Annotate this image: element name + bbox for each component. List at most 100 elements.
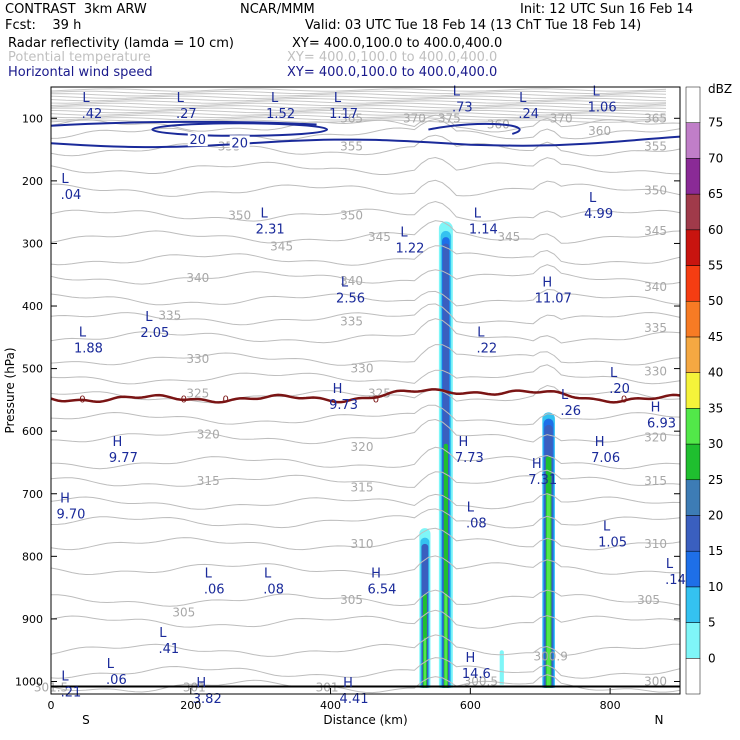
colorbar-label: 0	[708, 651, 716, 665]
extremum-type: H	[60, 491, 70, 506]
wind-contour-20	[428, 122, 521, 135]
theta-isentrope	[51, 589, 681, 607]
theta-isentrope	[50, 493, 681, 510]
field1-xy: XY= 400.0,100.0 to 400.0,400.0	[292, 36, 503, 51]
extremum-type: L	[177, 91, 185, 106]
extremum-value: 9.70	[57, 507, 86, 522]
extremum-value: 1.52	[266, 107, 295, 122]
extremum-value: 6.54	[368, 582, 397, 597]
extremum-type: H	[651, 401, 661, 416]
x-tick-label: 400	[320, 699, 341, 712]
theta-upper-line	[50, 114, 667, 119]
theta-label: 320	[644, 430, 667, 444]
colorbar-swatch	[685, 193, 701, 231]
reflectivity-echo	[499, 650, 504, 685]
theta-isentrope	[50, 288, 681, 307]
colorbar-label: 10	[708, 580, 723, 594]
x-tick-label: 0	[48, 699, 55, 712]
theta-label: 365	[644, 111, 667, 125]
colorbar-swatch	[685, 265, 701, 302]
theta-isentrope	[50, 245, 681, 266]
theta-label: 345	[644, 224, 667, 238]
theta-label: 315	[197, 474, 220, 488]
colorbar-swatch	[685, 479, 701, 516]
x-tick-label: 600	[460, 699, 481, 712]
colorbar-label: 20	[708, 508, 723, 522]
extremum-value: .24	[518, 107, 539, 122]
theta-isentrope	[50, 114, 681, 133]
extremum-type: L	[334, 91, 342, 106]
theta-label: 330	[351, 362, 374, 376]
colorbar-swatch	[685, 515, 701, 552]
wind-contour-label-bg	[187, 132, 208, 147]
extremum-value: .06	[106, 673, 127, 688]
y-tick-label: 500	[22, 363, 43, 376]
y-tick-label: 100	[22, 112, 43, 125]
extremum-value: 9.77	[109, 451, 138, 466]
extremum-type: H	[371, 566, 381, 581]
colorbar-swatch	[685, 372, 701, 409]
theta-label: 335	[340, 315, 363, 329]
theta-label: 350	[644, 183, 667, 197]
extremum-type: L	[107, 657, 115, 672]
theta-label: 340	[186, 271, 209, 285]
theta-label: 330	[186, 352, 209, 366]
theta-label: 355	[644, 139, 667, 153]
extremum-value: 9.73	[329, 398, 358, 413]
field3-xy: XY= 400.0,100.0 to 400.0,400.0	[287, 65, 498, 80]
extremum-value: 7.73	[455, 451, 484, 466]
theta-label: 300.5	[464, 674, 498, 688]
wind-contour-label: 20	[231, 136, 248, 151]
theta-isentrope	[50, 508, 681, 529]
colorbar-swatch	[685, 158, 701, 195]
colorbar-swatch	[685, 336, 701, 373]
freezing-level-label: 0	[621, 395, 627, 406]
extremum-value: 6.93	[647, 417, 676, 432]
extremum-value: .42	[82, 107, 103, 122]
extremum-type: H	[532, 457, 542, 472]
field1-name: Radar reflectivity (lamda = 10 cm)	[8, 36, 234, 51]
theta-isentrope	[50, 404, 681, 426]
wind-contour-label: 20	[189, 133, 206, 148]
theta-label: 325	[186, 387, 209, 401]
extremum-value: .04	[61, 188, 82, 203]
extremum-value: 7.06	[591, 451, 620, 466]
extremum-type: L	[561, 388, 569, 403]
theta-label: 350	[340, 208, 363, 222]
extremum-value: 4.41	[340, 692, 369, 707]
colorbar-label: 55	[708, 259, 723, 273]
extremum-type: L	[271, 91, 279, 106]
y-axis-label: Pressure (hPa)	[3, 347, 17, 433]
extremum-type: L	[205, 566, 213, 581]
colorbar-label: 40	[708, 366, 723, 380]
theta-upper-line	[50, 100, 667, 104]
theta-label: 340	[644, 280, 667, 294]
theta-isentrope	[50, 527, 681, 551]
extremum-value: .08	[466, 517, 487, 532]
theta-isentrope	[50, 344, 681, 366]
extremum-value: .22	[476, 341, 497, 356]
theta-label: 335	[644, 321, 667, 335]
colorbar-unit: dBZ	[708, 82, 732, 96]
extremum-type: H	[595, 435, 605, 450]
colorbar-label: 50	[708, 294, 723, 308]
theta-label: 370	[550, 111, 573, 125]
theta-upper-line	[50, 117, 667, 121]
y-tick-label: 1000	[15, 675, 43, 688]
extremum-value: 1.88	[74, 341, 103, 356]
extremum-type: H	[542, 275, 552, 290]
extremum-type: L	[477, 325, 485, 340]
field2-name: Potential temperature	[8, 50, 151, 65]
theta-label: 305	[172, 606, 195, 620]
colorbar-swatch	[685, 622, 701, 659]
extremum-type: H	[343, 676, 353, 691]
extremum-value: 1.22	[395, 241, 424, 256]
extremum-value: 2.56	[336, 291, 365, 306]
extremum-type: H	[113, 435, 123, 450]
theta-label: 370	[403, 111, 426, 125]
theta-label: 315	[351, 480, 374, 494]
colorbar-label: 30	[708, 437, 723, 451]
extremum-value: 4.99	[584, 207, 613, 222]
reflectivity-echo	[444, 593, 448, 688]
